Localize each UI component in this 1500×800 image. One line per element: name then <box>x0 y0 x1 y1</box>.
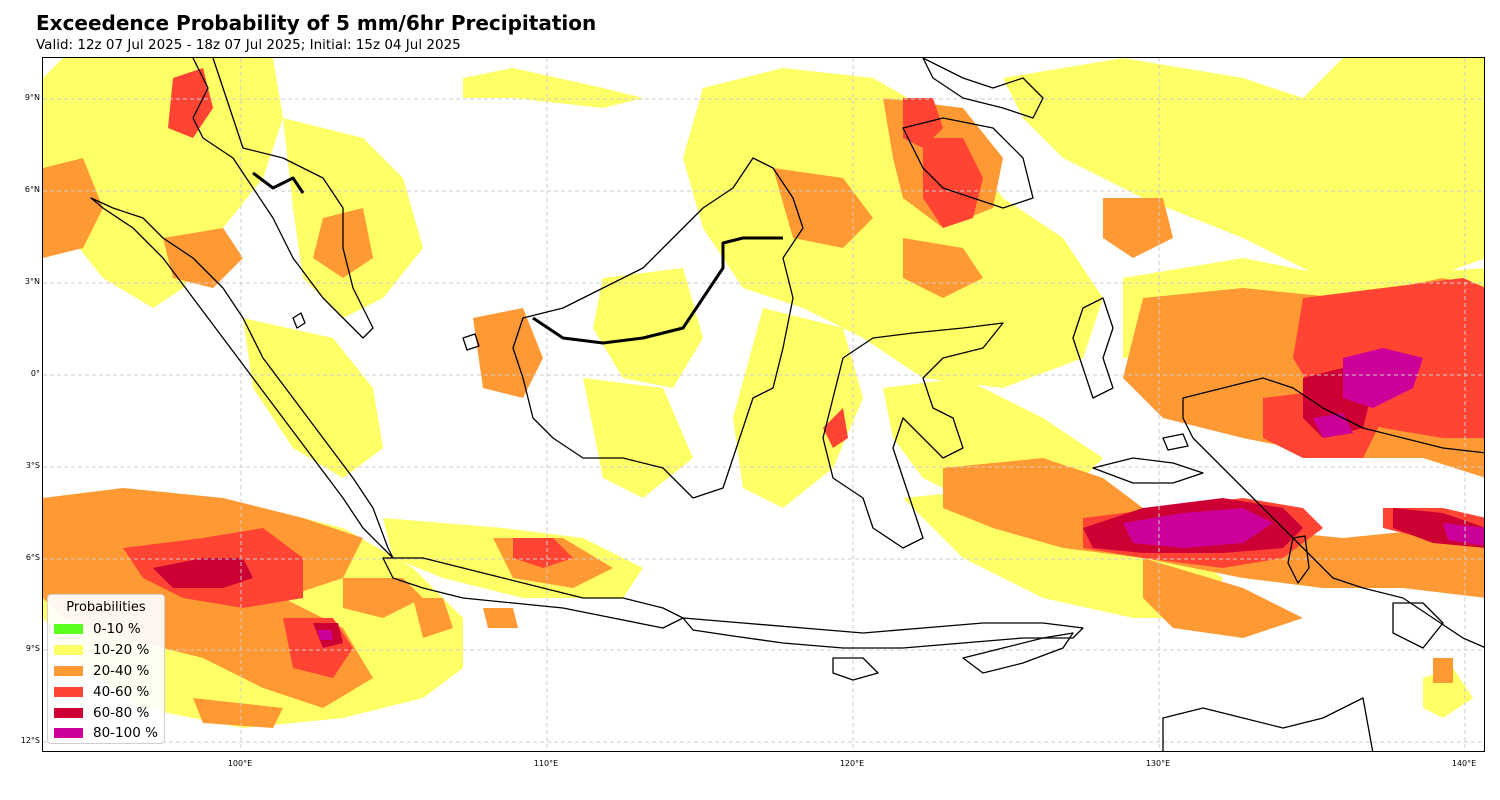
lat-tick-9n: 9°N <box>24 93 40 102</box>
legend-title: Probabilities <box>66 600 146 615</box>
lon-tick-120e: 120°E <box>839 759 865 768</box>
legend-swatch <box>54 686 83 697</box>
legend-item-80-100: 80-100 % <box>54 723 158 744</box>
lat-tick-6n: 6°N <box>24 185 40 194</box>
coastlines <box>90 58 1484 751</box>
legend-swatch <box>54 728 83 739</box>
map-title: Exceedence Probability of 5 mm/6hr Preci… <box>36 11 597 35</box>
coast-visayas <box>922 58 1044 119</box>
legend: Probabilities 0-10 % 10-20 % 20-40 % 40-… <box>47 594 165 744</box>
map-subtitle: Valid: 12z 07 Jul 2025 - 18z 07 Jul 2025… <box>36 37 461 53</box>
lat-tick-0: 0° <box>30 369 40 378</box>
lon-tick-130e: 130°E <box>1145 759 1171 768</box>
legend-label: 80-100 % <box>93 725 158 742</box>
coast-mindanao <box>902 117 1034 209</box>
lon-tick-140e: 140°E <box>1451 759 1477 768</box>
coast-borneo <box>512 157 804 499</box>
legend-item-40-60: 40-60 % <box>54 681 158 702</box>
lon-tick-100e: 100°E <box>227 759 253 768</box>
coast-timor <box>962 632 1074 674</box>
coast-australia <box>1162 697 1374 751</box>
legend-label: 0-10 % <box>93 621 141 638</box>
legend-item-0-10: 0-10 % <box>54 619 158 640</box>
precip-field-80-100 <box>318 348 1484 640</box>
legend-item-20-40: 20-40 % <box>54 661 158 682</box>
legend-label: 10-20 % <box>93 642 150 659</box>
legend-swatch <box>54 645 83 656</box>
coast-sumba <box>832 657 879 681</box>
map-canvas <box>43 58 1484 751</box>
legend-swatch <box>54 624 83 635</box>
coast-sulawesi <box>822 322 1004 549</box>
coast-sumatra <box>90 197 394 559</box>
graticule <box>43 58 1484 751</box>
lat-tick-12s: 12°S <box>20 736 40 745</box>
legend-item-10-20: 10-20 % <box>54 640 158 661</box>
coast-new-guinea <box>1182 377 1484 648</box>
legend-label: 60-80 % <box>93 704 150 721</box>
lat-tick-9s: 9°S <box>25 644 40 653</box>
map-area[interactable] <box>42 57 1485 752</box>
lat-tick-3s: 3°S <box>25 461 40 470</box>
land-borders <box>252 171 783 345</box>
legend-swatch <box>54 707 83 718</box>
lat-tick-6s: 6°S <box>25 553 40 562</box>
coast-halmahera <box>1072 297 1114 399</box>
legend-label: 20-40 % <box>93 662 150 679</box>
coast-malay-peninsula <box>192 58 374 339</box>
legend-swatch <box>54 665 83 676</box>
legend-label: 40-60 % <box>93 683 150 700</box>
coast-lesser-sunda <box>682 617 1084 649</box>
coast-seram <box>1092 457 1204 484</box>
coast-aru <box>1287 535 1310 584</box>
legend-item-60-80: 60-80 % <box>54 702 158 723</box>
lat-tick-3n: 3°N <box>24 277 40 286</box>
lon-tick-110e: 110°E <box>533 759 559 768</box>
